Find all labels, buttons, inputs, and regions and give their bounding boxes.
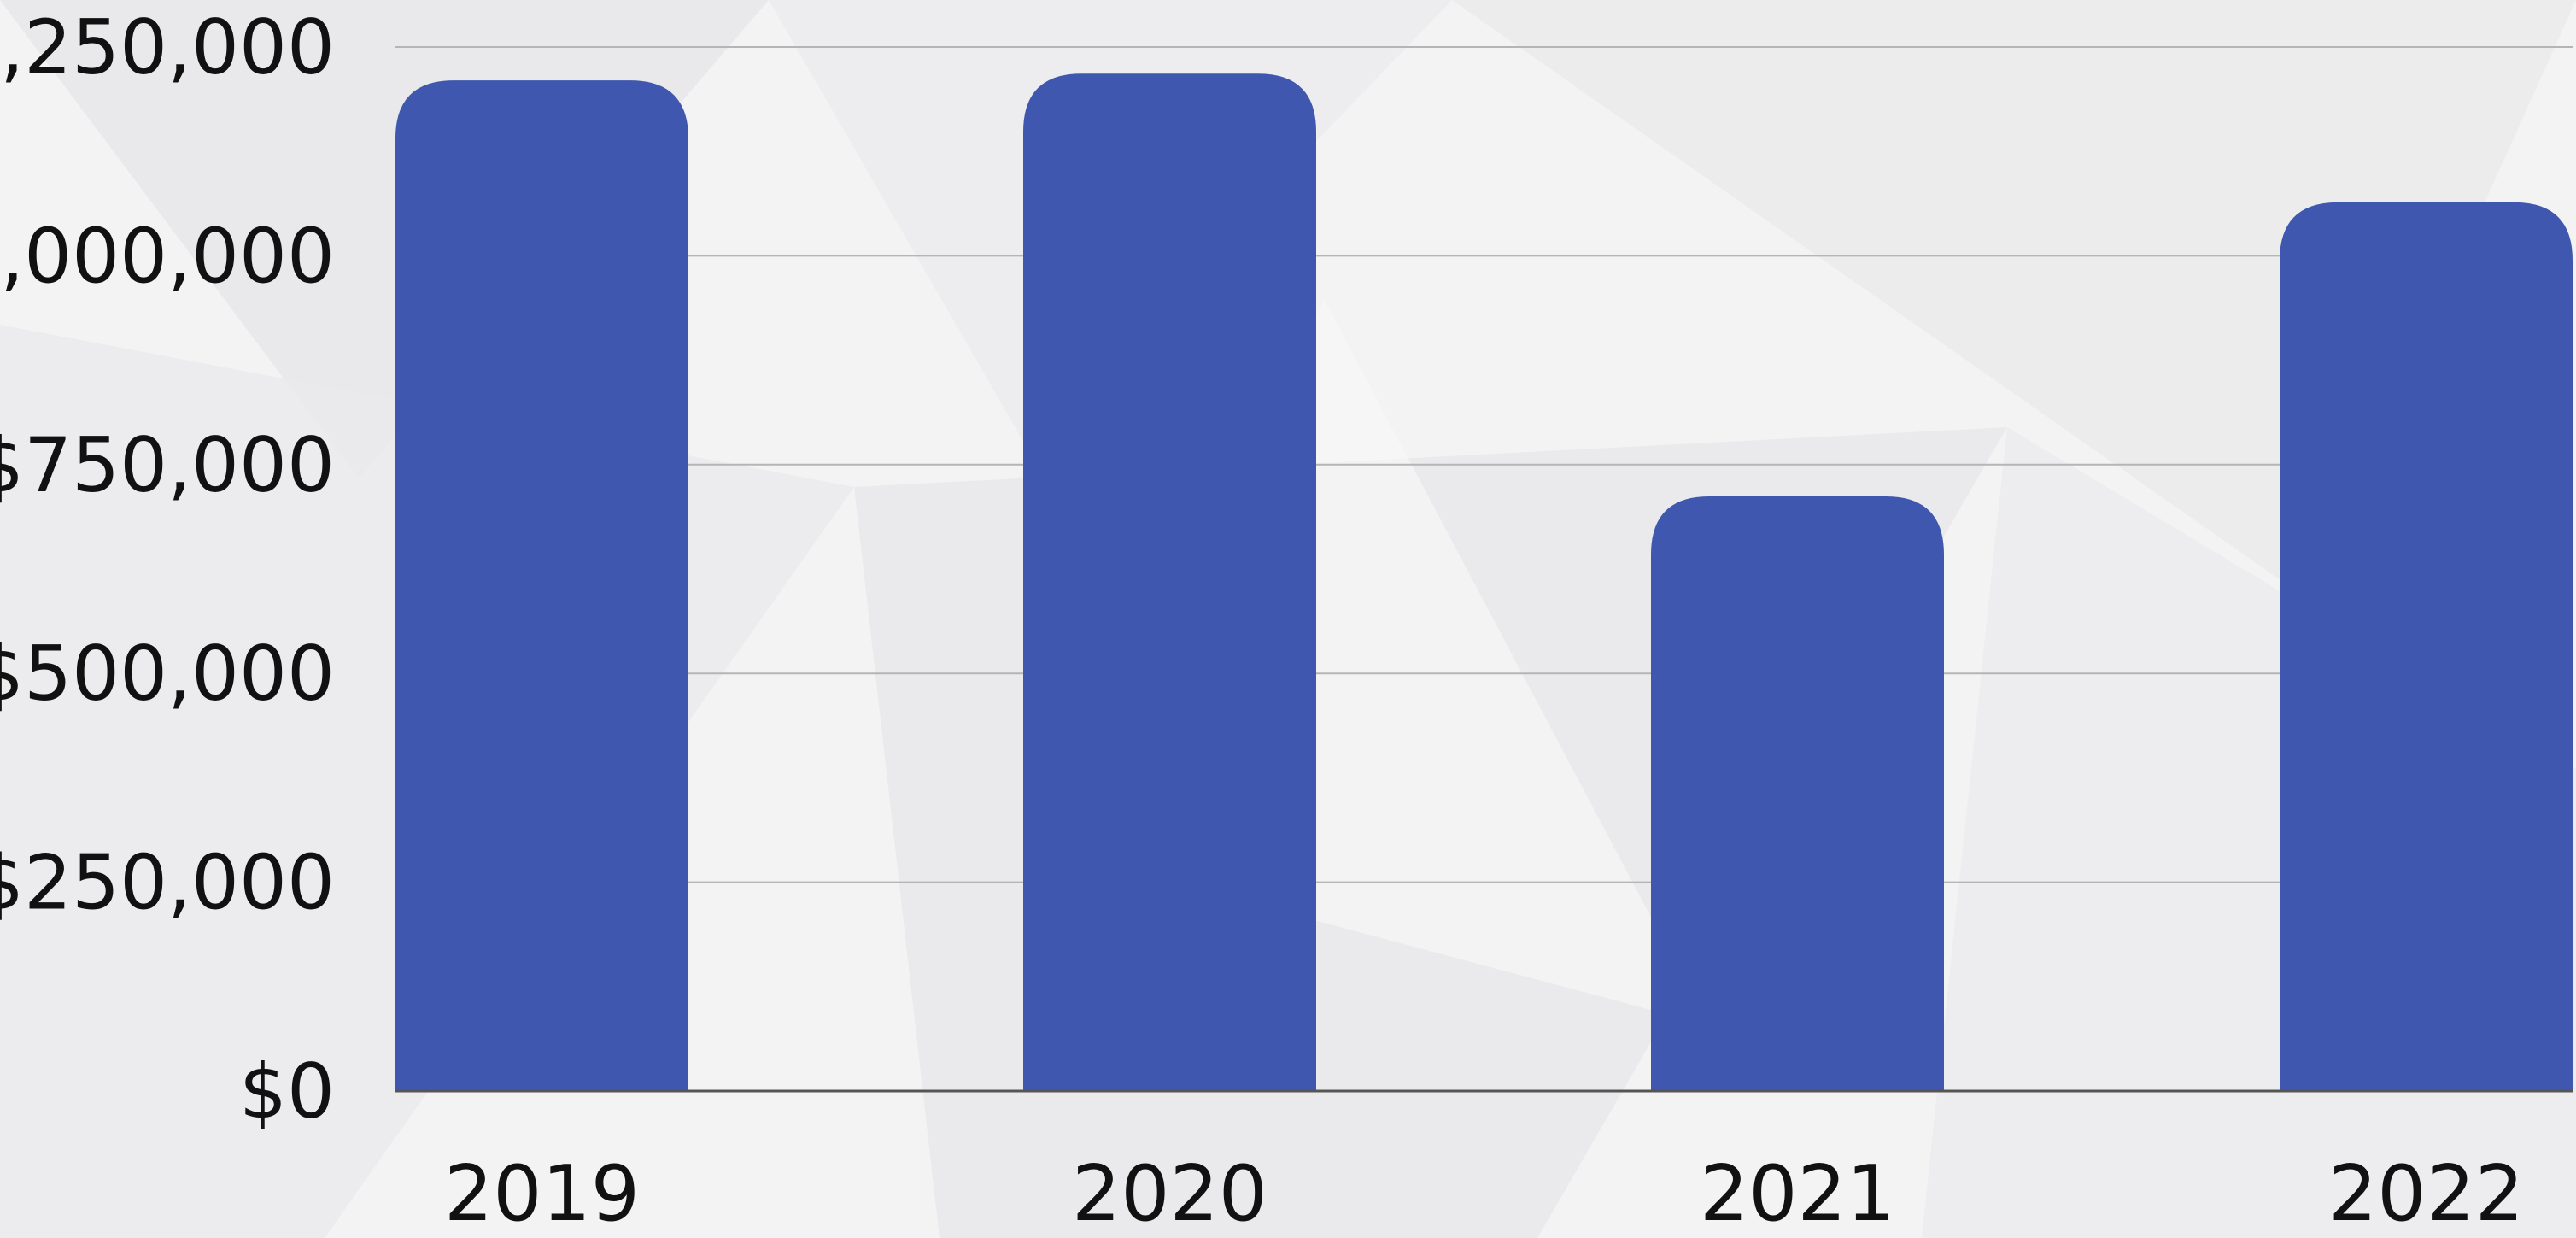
- y-tick-label: $0: [239, 1047, 335, 1135]
- y-tick-label: $250,000: [0, 839, 335, 927]
- bar-2022: [2280, 202, 2573, 1091]
- y-tick-label: $1,250,000: [0, 3, 335, 91]
- y-axis-tick-labels: $0 $250,000 $500,000 $750,000 $1,000,000 $1,2…: [0, 3, 335, 1135]
- bar-2019: [395, 80, 688, 1091]
- bars: [395, 73, 2573, 1091]
- bar-2021: [1651, 496, 1944, 1091]
- bar-2020: [1023, 73, 1316, 1091]
- x-category-label: 2021: [1700, 1149, 1895, 1238]
- y-tick-label: $750,000: [0, 421, 335, 509]
- x-axis-category-labels: 2019 2020 2021 2022: [444, 1149, 2524, 1238]
- x-category-label: 2022: [2328, 1149, 2524, 1238]
- gridlines: [395, 46, 2573, 883]
- y-tick-label: $500,000: [0, 630, 335, 718]
- x-category-label: 2020: [1072, 1149, 1268, 1238]
- x-category-label: 2019: [444, 1149, 640, 1238]
- y-tick-label: $1,000,000: [0, 212, 335, 300]
